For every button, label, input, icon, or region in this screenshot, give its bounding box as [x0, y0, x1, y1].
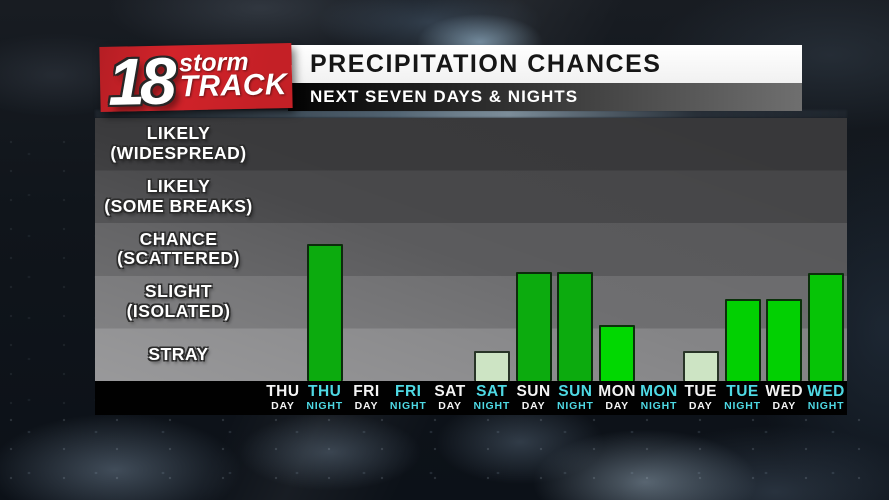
- axis-label-mon-night: MON NIGHT: [638, 381, 680, 415]
- band-label-line1: SLIGHT: [144, 281, 213, 302]
- axis-period-label: NIGHT: [724, 400, 761, 412]
- axis-period-label: NIGHT: [306, 400, 343, 412]
- axis-label-wed-night: WED NIGHT: [805, 381, 847, 415]
- logo-track-text: TRACK: [179, 68, 288, 104]
- axis-label-thu-day: THU DAY: [262, 381, 304, 415]
- axis-period-label: NIGHT: [389, 400, 427, 412]
- band-label-stray: STRAY: [95, 328, 262, 381]
- axis-day-abbrev: FRI: [353, 383, 380, 400]
- axis-period-label: DAY: [688, 400, 713, 412]
- axis-day-abbrev: WED: [765, 383, 804, 400]
- band-label-line1: STRAY: [148, 343, 209, 364]
- logo-wordmark: storm TRACK: [179, 43, 288, 104]
- axis-period-label: DAY: [772, 400, 797, 412]
- axis-label-sat-night: SAT NIGHT: [471, 381, 513, 415]
- axis-period-label: DAY: [605, 400, 629, 412]
- bar-wed-day: [766, 299, 803, 381]
- bar-sun-night: [557, 272, 594, 381]
- band-label-line1: CHANCE: [139, 228, 218, 249]
- axis-day-abbrev: SUN: [516, 383, 551, 400]
- band-label-line2: (WIDESPREAD): [110, 143, 247, 164]
- band-label-line1: LIKELY: [146, 123, 211, 144]
- title-bar: PRECIPITATION CHANCES: [288, 45, 802, 83]
- axis-day-abbrev: SAT: [476, 383, 508, 400]
- chart-bars: [262, 118, 847, 381]
- axis-period-label: NIGHT: [640, 400, 678, 412]
- subtitle-bar: NEXT SEVEN DAYS & NIGHTS: [288, 83, 802, 111]
- axis-day-abbrev: SUN: [558, 383, 593, 400]
- bar-tue-day: [682, 351, 719, 381]
- logo-channel-number: 18: [107, 43, 173, 119]
- bar-sun-day: [515, 272, 552, 381]
- band-label-chance-scattered: CHANCE (SCATTERED): [95, 223, 262, 276]
- bar-mon-day: [599, 325, 636, 381]
- band-label-line1: LIKELY: [146, 175, 211, 196]
- band-label-line2: (ISOLATED): [126, 301, 231, 322]
- axis-period-label: DAY: [521, 400, 546, 412]
- bar-thu-night: [306, 244, 343, 381]
- band-label-likely-widespread: LIKELY (WIDESPREAD): [95, 118, 262, 171]
- axis-label-mon-day: MON DAY: [596, 381, 638, 415]
- axis-period-label: NIGHT: [807, 400, 845, 412]
- axis-day-abbrev: FRI: [395, 383, 422, 400]
- axis-label-thu-night: THU NIGHT: [304, 381, 346, 415]
- axis-period-label: NIGHT: [473, 400, 511, 412]
- axis-period-label: DAY: [354, 400, 379, 412]
- band-label-line2: (SOME BREAKS): [104, 195, 253, 216]
- axis-period-label: NIGHT: [557, 400, 594, 412]
- axis-day-abbrev: TUE: [726, 383, 759, 400]
- axis-day-abbrev: MON: [640, 383, 678, 400]
- axis-period-label: DAY: [271, 400, 295, 412]
- axis-day-abbrev: SAT: [434, 383, 466, 400]
- chart-plot-area: LIKELY (WIDESPREAD) LIKELY (SOME BREAKS) CHA…: [95, 118, 847, 381]
- page-subtitle: NEXT SEVEN DAYS & NIGHTS: [310, 87, 579, 106]
- axis-day-abbrev: MON: [598, 383, 636, 400]
- axis-label-wed-day: WED DAY: [763, 381, 805, 415]
- band-label-likely-some-breaks: LIKELY (SOME BREAKS): [95, 171, 262, 224]
- axis-day-abbrev: WED: [807, 383, 845, 400]
- axis-day-abbrev: THU: [307, 383, 342, 400]
- axis-label-tue-day: TUE DAY: [680, 381, 722, 415]
- axis-label-sun-day: SUN DAY: [513, 381, 555, 415]
- storm-track-logo: 18 storm TRACK: [99, 42, 293, 119]
- axis-day-abbrev: THU: [266, 383, 300, 400]
- axis-label-sat-day: SAT DAY: [429, 381, 471, 415]
- cloud-glow-streak: [95, 110, 847, 118]
- bar-sat-night: [473, 351, 510, 381]
- band-label-line2: (SCATTERED): [117, 248, 240, 269]
- band-label-slight-isolated: SLIGHT (ISOLATED): [95, 276, 262, 329]
- page-title: PRECIPITATION CHANCES: [310, 49, 662, 78]
- axis-period-label: DAY: [438, 400, 462, 412]
- precipitation-chart: LIKELY (WIDESPREAD) LIKELY (SOME BREAKS) CHA…: [95, 118, 847, 415]
- axis-label-sun-night: SUN NIGHT: [554, 381, 596, 415]
- axis-label-tue-night: TUE NIGHT: [722, 381, 764, 415]
- axis-label-fri-night: FRI NIGHT: [387, 381, 429, 415]
- x-axis-strip: THU DAY THU NIGHT FRI DAY FRI NIGHT SAT DAY SAT NIG…: [95, 381, 847, 415]
- axis-label-fri-day: FRI DAY: [346, 381, 388, 415]
- bar-wed-night: [808, 273, 845, 381]
- bar-tue-night: [724, 299, 761, 381]
- axis-day-abbrev: TUE: [684, 383, 717, 400]
